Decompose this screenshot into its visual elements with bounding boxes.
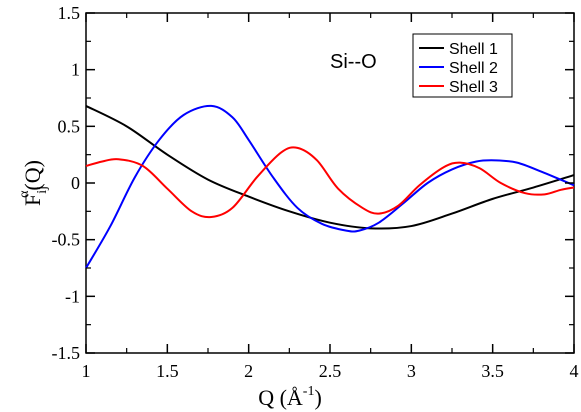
svg-text:Q (Å-1): Q (Å-1) [258, 384, 322, 410]
y-tick-label: -1 [65, 286, 80, 306]
x-axis-title-sup: -1 [303, 384, 315, 399]
y-tick-label: 0.5 [58, 116, 81, 136]
legend-label-shell-1: Shell 1 [449, 41, 498, 58]
y-tick-label: 0 [71, 173, 80, 193]
x-tick-label: 4 [570, 361, 579, 381]
y-axis-title-sub: ij [35, 186, 50, 194]
x-tick-label: 1.5 [156, 361, 179, 381]
y-tick-label: 1 [71, 60, 80, 80]
y-tick-label: 1.5 [58, 3, 81, 23]
y-tick-label: -0.5 [52, 230, 81, 250]
x-tick-label: 3.5 [481, 361, 504, 381]
series-line-shell-2 [85, 104, 575, 269]
x-tick-label: 1 [82, 361, 91, 381]
x-axis-title-base: Q (Å [258, 385, 303, 410]
series-line-shell-3 [85, 146, 575, 219]
legend-label-shell-2: Shell 2 [449, 60, 498, 77]
x-axis-title: Q (Å-1) [258, 384, 322, 410]
legend-entries: Shell 1 Shell 2 Shell 3 [419, 41, 498, 96]
y-axis-title-tail: (Q) [20, 160, 45, 191]
y-tick-label: -1.5 [52, 343, 81, 363]
y-axis-title-sup: α [17, 190, 32, 198]
series-layer [85, 104, 575, 269]
annotation-label: Si--O [330, 51, 377, 73]
legend: Shell 1 Shell 2 Shell 3 [412, 33, 513, 98]
tick-layer: 1 1.5 2 2.5 3 3.5 4 -1.5 -1 -0.5 0 0.5 1 1.5 [52, 3, 579, 381]
x-tick-label: 2.5 [319, 361, 342, 381]
series-line-shell-1 [85, 105, 575, 230]
y-axis-title-base: F [20, 194, 45, 206]
y-axis-title: Fijα(Q) [17, 160, 50, 206]
x-axis-title-close: ) [314, 385, 321, 410]
x-tick-label: 2 [244, 361, 253, 381]
svg-text:Fijα(Q): Fijα(Q) [17, 160, 50, 206]
legend-label-shell-3: Shell 3 [449, 79, 498, 96]
x-tick-label: 3 [407, 361, 416, 381]
